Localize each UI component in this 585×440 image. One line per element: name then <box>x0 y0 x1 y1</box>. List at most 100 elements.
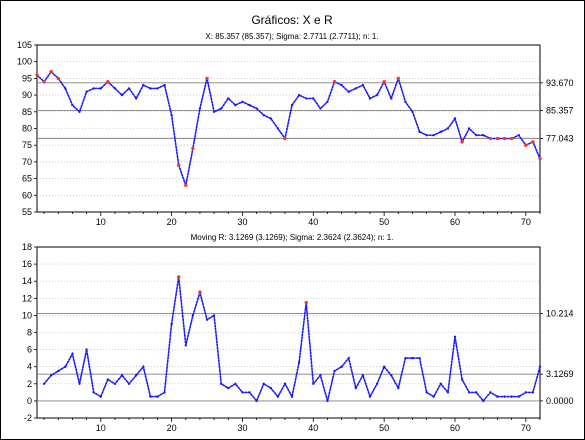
y-tick-label: 4 <box>27 362 32 372</box>
plot-area-frame <box>36 44 541 213</box>
x-tick-label: 20 <box>167 217 177 227</box>
data-point <box>170 113 173 117</box>
data-point <box>517 133 520 137</box>
data-point <box>106 378 110 381</box>
out-of-control-point <box>396 76 401 81</box>
x-tick-label: 50 <box>379 423 389 433</box>
data-point <box>439 130 443 134</box>
data-point <box>312 382 315 385</box>
chart-title: Gráficos: X e R <box>251 13 333 27</box>
data-point <box>85 90 88 93</box>
data-point <box>191 314 195 317</box>
y-tick-label: 65 <box>22 174 32 184</box>
y-tick-label: 10 <box>22 310 32 320</box>
data-point <box>85 348 88 351</box>
x-chart-plot: 55 60 65 70 75 80 85 90 95 100 105 10 20 30 40 50 60 70 93… <box>17 40 574 227</box>
data-point <box>142 83 145 87</box>
out-of-control-point <box>56 76 60 81</box>
data-point <box>538 365 542 368</box>
data-point <box>453 117 457 120</box>
data-point <box>510 395 513 398</box>
data-point <box>134 374 138 377</box>
data-point <box>347 356 350 360</box>
x-chart-subtitle: X: 85.357 (85.357); Sigma: 2.7711 (2.771… <box>205 32 378 41</box>
x-tick-label: 20 <box>167 423 177 433</box>
data-point <box>432 133 435 137</box>
data-point <box>234 382 237 385</box>
x-tick-label: 30 <box>237 423 247 433</box>
data-point <box>425 391 428 394</box>
r-chart-subtitle: Moving R: 3.1269 (3.1269); Sigma: 2.3624… <box>191 233 394 242</box>
data-point <box>411 356 414 360</box>
data-point <box>361 83 365 87</box>
x-tick-label: 10 <box>96 423 106 433</box>
data-point <box>49 374 53 377</box>
y-tick-label: 95 <box>22 73 32 83</box>
data-point <box>113 382 117 385</box>
data-point <box>134 97 138 100</box>
center-label: 85.357 <box>546 106 574 116</box>
y-tick-label: 80 <box>22 124 32 134</box>
y-tick-label: 55 <box>22 207 32 217</box>
data-point <box>262 382 265 385</box>
data-point <box>496 395 499 398</box>
out-of-control-point <box>176 275 181 279</box>
data-point <box>163 83 166 87</box>
y-tick-label: 12 <box>22 293 32 303</box>
out-of-control-point <box>35 73 39 77</box>
data-point <box>269 386 272 390</box>
data-point <box>241 391 244 394</box>
data-point <box>425 133 428 137</box>
data-point <box>255 399 258 403</box>
y-tick-label: 16 <box>22 259 32 269</box>
data-point <box>354 386 358 390</box>
upper-control-limit-label: 93.670 <box>546 78 574 88</box>
data-point <box>99 87 102 90</box>
data-point <box>71 352 74 356</box>
data-point <box>149 395 152 398</box>
data-point <box>531 391 535 394</box>
data-point <box>219 107 223 110</box>
data-point <box>227 386 230 390</box>
data-point <box>127 87 131 90</box>
data-point <box>276 395 280 398</box>
x-tick-label: 60 <box>450 217 460 227</box>
y-tick-label: 8 <box>27 328 32 338</box>
data-point <box>297 93 301 97</box>
y-tick-label: 60 <box>22 190 32 200</box>
data-point <box>489 391 492 394</box>
data-point <box>262 113 265 117</box>
out-of-control-point <box>191 146 195 151</box>
y-tick-label: 6 <box>27 345 32 355</box>
data-point <box>467 127 471 130</box>
data-point <box>340 83 343 87</box>
data-point <box>333 369 336 373</box>
data-point <box>212 314 216 317</box>
lower-control-limit-label: 77.043 <box>546 133 574 143</box>
y-tick-label: 90 <box>22 90 32 100</box>
data-point <box>248 103 251 107</box>
out-of-control-point <box>382 80 386 84</box>
data-point <box>375 93 379 97</box>
data-point <box>78 382 81 385</box>
out-of-control-point <box>524 143 528 147</box>
out-of-control-point <box>205 76 209 81</box>
data-point <box>482 133 485 137</box>
data-point <box>482 399 485 403</box>
x-tick-label: 10 <box>96 217 106 227</box>
y-tick-label: 14 <box>22 276 32 286</box>
data-point <box>276 127 280 130</box>
data-point <box>319 374 322 377</box>
data-point <box>368 97 372 100</box>
y-tick-label: 2 <box>27 379 32 389</box>
lower-control-limit-label: 0.0000 <box>546 396 574 406</box>
r-chart-plot: -2 0 2 4 6 8 10 12 14 16 18 10 20 30 40 50 60 70 10.214 3.1… <box>22 242 574 433</box>
data-point <box>120 93 124 97</box>
data-point <box>453 335 457 338</box>
data-point <box>418 356 421 360</box>
x-tick-label: 40 <box>308 217 318 227</box>
data-point <box>42 382 46 385</box>
data-point <box>156 395 159 398</box>
data-point <box>382 365 386 368</box>
